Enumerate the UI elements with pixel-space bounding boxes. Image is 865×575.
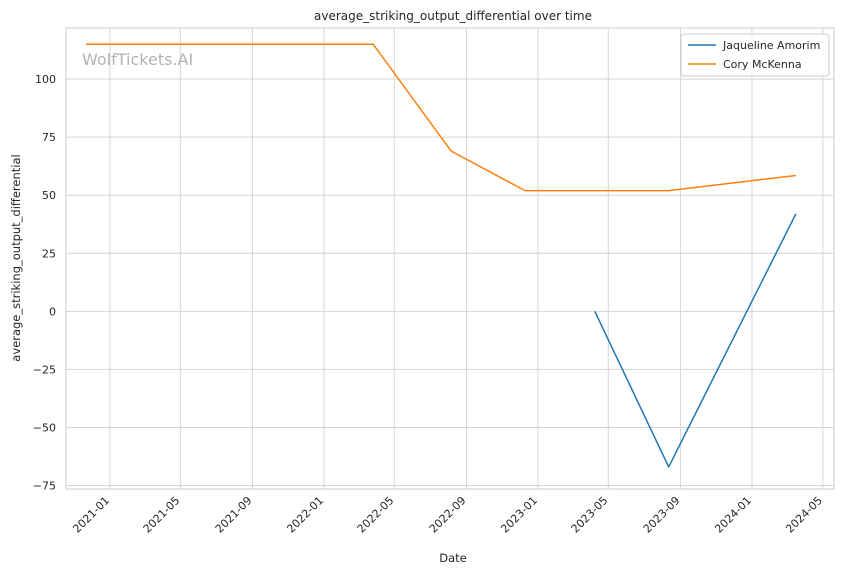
legend-box [680,33,830,77]
x-tick-label: 2023-05 [569,494,611,536]
y-tick-label: 100 [35,73,56,86]
x-tick-label: 2022-09 [427,494,469,536]
y-tick-label: 0 [49,305,56,318]
legend-label: Jaqueline Amorim [722,39,820,52]
x-tick-label: 2024-05 [783,494,825,536]
x-tick-label: 2022-05 [355,494,397,536]
y-tick-label: 25 [42,247,56,260]
y-tick-label: −25 [33,363,56,376]
y-tick-label: −75 [33,480,56,493]
legend: Jaqueline Amorim Cory McKenna [680,33,830,77]
y-tick-label: −50 [33,421,56,434]
y-tick-label: 75 [42,131,56,144]
x-tick-label: 2023-01 [498,494,540,536]
x-tick-label: 2021-01 [70,494,112,536]
x-tick-label: 2023-09 [641,494,683,536]
series-line-1 [594,213,797,468]
series-layer [85,43,797,468]
x-axis-title: Date [439,551,467,565]
x-tick-label: 2021-09 [213,494,255,536]
legend-label: Cory McKenna [723,58,802,71]
series-line-2 [85,43,796,192]
y-axis-title: average_striking_output_differential [9,154,23,361]
x-tick-label: 2021-05 [141,494,183,536]
x-tick-label: 2022-01 [284,494,326,536]
plot-frame [65,27,835,490]
watermark: WolfTickets.AI [82,50,193,69]
y-tick-label: 50 [42,189,56,202]
y-axis-ticks: −75 −50 −25 0 25 50 75 100 [33,73,56,492]
x-tick-label: 2024-01 [712,494,754,536]
chart-title: average_striking_output_differential ove… [314,9,592,23]
x-axis-ticks: 2021-01 2021-05 2021-09 2022-01 2022-05 2022-… [70,494,825,536]
grid [66,28,834,489]
